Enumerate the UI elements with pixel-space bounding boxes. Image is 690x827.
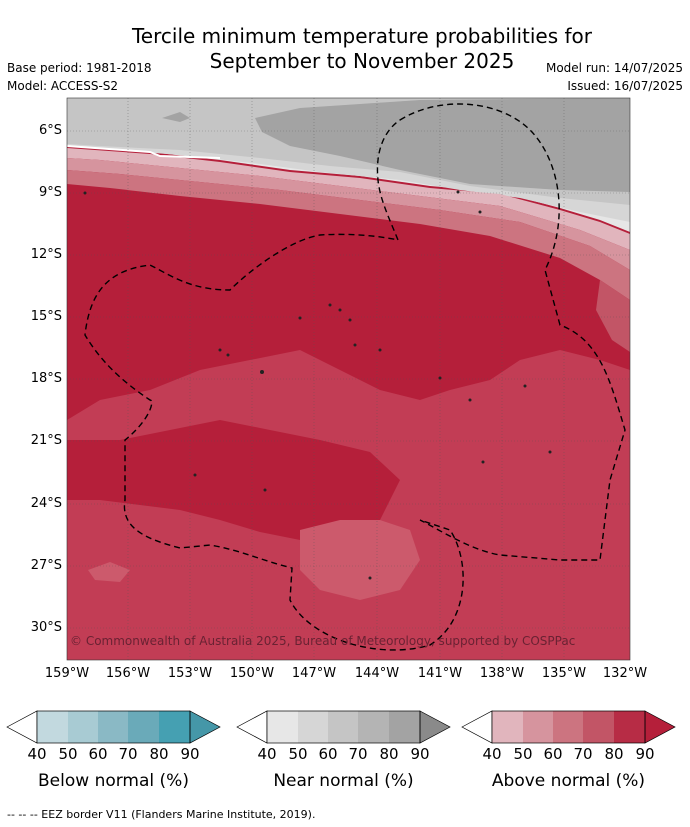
tick: 50 <box>288 745 308 763</box>
lat-label: 6°S <box>38 123 62 138</box>
lat-label: 12°S <box>30 247 62 262</box>
above-normal-50 <box>67 148 630 250</box>
meta-left: Base period: 1981-2018 Model: ACCESS-S2 <box>7 59 152 95</box>
tick: 70 <box>573 745 593 763</box>
tick: 40 <box>257 745 277 763</box>
base-period: Base period: 1981-2018 <box>7 61 152 75</box>
lon-label: 138°W <box>479 666 525 681</box>
lon-label: 153°W <box>167 666 213 681</box>
tick: 60 <box>543 745 563 763</box>
map-title: Tercile minimum temperature probabilitie… <box>100 24 624 74</box>
near-normal-patch <box>162 112 190 122</box>
model-name: Model: ACCESS-S2 <box>7 79 119 93</box>
lon-label: 141°W <box>417 666 463 681</box>
tick: 90 <box>410 745 430 763</box>
lat-label: 18°S <box>30 371 62 386</box>
tick: 80 <box>604 745 624 763</box>
legend-label-below: Below normal (%) <box>38 771 189 791</box>
issued-date: Issued: 16/07/2025 <box>567 79 683 93</box>
lat-label: 30°S <box>30 620 62 635</box>
meta-right: Model run: 14/07/2025 Issued: 16/07/2025 <box>546 59 683 95</box>
map-frame <box>66 97 631 661</box>
tick: 70 <box>348 745 368 763</box>
tick: 50 <box>513 745 533 763</box>
above-normal-70-west <box>88 562 130 582</box>
legend-above-normal <box>461 710 676 744</box>
tick: 60 <box>88 745 108 763</box>
tick: 50 <box>58 745 78 763</box>
lon-label: 144°W <box>354 666 400 681</box>
tick: 40 <box>482 745 502 763</box>
tick: 80 <box>149 745 169 763</box>
above-normal-60 <box>67 158 630 270</box>
band-edge <box>67 145 221 159</box>
lat-label: 21°S <box>30 433 62 448</box>
above-normal-80-east <box>596 280 630 352</box>
lon-label: 135°W <box>541 666 587 681</box>
eez-footnote: -- -- -- EEZ border V11 (Flanders Marine… <box>7 808 316 821</box>
tick: 90 <box>180 745 200 763</box>
above-normal-90-pocket <box>67 420 400 540</box>
legend-label-near: Near normal (%) <box>273 771 414 791</box>
lat-label: 9°S <box>38 185 62 200</box>
lon-label: 156°W <box>105 666 151 681</box>
legend-label-above: Above normal (%) <box>491 771 646 791</box>
lon-label: 150°W <box>229 666 275 681</box>
copyright-notice: © Commonwealth of Australia 2025, Bureau… <box>70 634 576 648</box>
islands <box>83 190 552 580</box>
gridlines <box>67 98 630 660</box>
tick: 80 <box>379 745 399 763</box>
above-normal-70 <box>67 170 630 300</box>
lat-label: 27°S <box>30 558 62 573</box>
lon-label: 147°W <box>291 666 337 681</box>
lon-label: 132°W <box>602 666 648 681</box>
above-normal-70-south <box>300 520 420 600</box>
legend-near-normal <box>236 710 451 744</box>
near-normal-80 <box>255 98 630 192</box>
tick: 70 <box>118 745 138 763</box>
title-line-1: Tercile minimum temperature probabilitie… <box>131 24 593 48</box>
lon-label: 159°W <box>44 666 90 681</box>
title-line-2: September to November 2025 <box>209 49 515 73</box>
tick: 60 <box>318 745 338 763</box>
legend-below-normal <box>6 710 221 744</box>
tick: 90 <box>635 745 655 763</box>
lat-label: 24°S <box>30 496 62 511</box>
lat-label: 15°S <box>30 309 62 324</box>
tick: 40 <box>27 745 47 763</box>
probability-field <box>67 98 630 660</box>
model-run: Model run: 14/07/2025 <box>545 61 683 75</box>
